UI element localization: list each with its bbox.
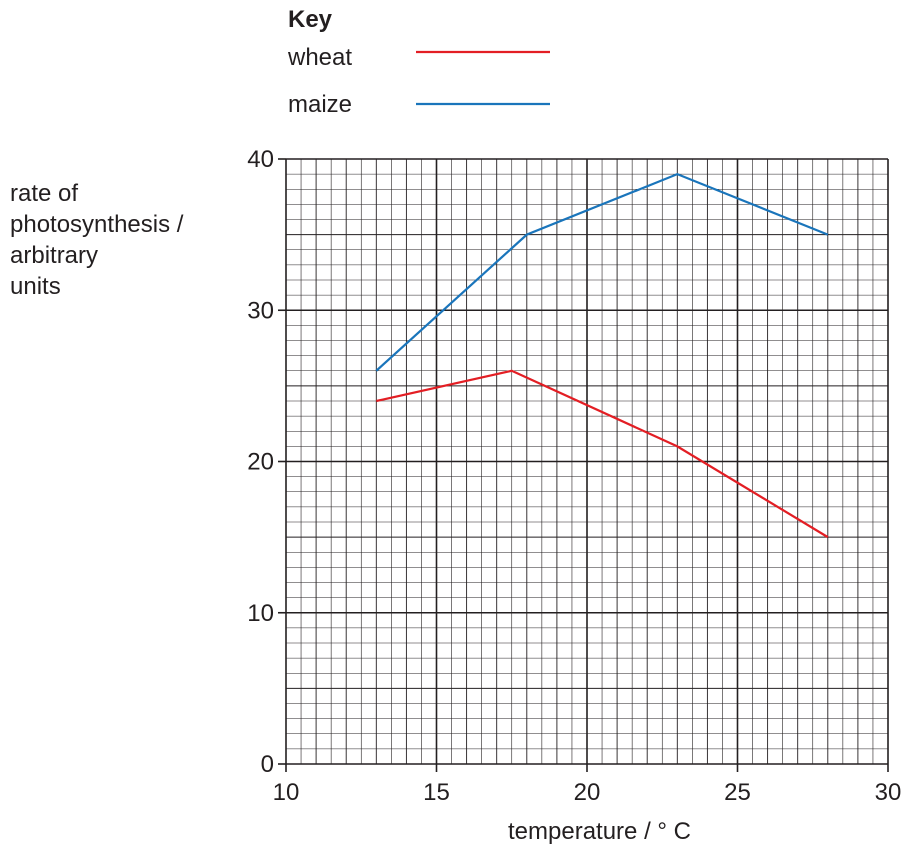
x-tick-label: 30 [875, 779, 902, 806]
legend-label-maize: maize [288, 91, 353, 118]
major-grid [285, 158, 889, 765]
legend-label-wheat: wheat [288, 44, 353, 71]
y-axis-label-line: rate of [10, 180, 79, 207]
series-line-wheat [376, 369, 829, 539]
x-tick-label: 15 [423, 779, 450, 806]
x-tick-label: 25 [724, 779, 751, 806]
y-axis-label-line: photosynthesis / [10, 211, 184, 238]
x-axis-label: temperature / ° C [508, 818, 691, 845]
y-tick-label: 30 [247, 297, 274, 324]
legend-swatches [416, 50, 550, 106]
series-line-maize [375, 172, 829, 372]
y-tick-label: 20 [247, 449, 274, 476]
y-tick-label: 0 [261, 751, 274, 778]
y-axis-label-line: arbitrary [10, 242, 99, 269]
y-axis-label: rate of photosynthesis / arbitrary units [10, 178, 183, 302]
axis-ticks [278, 158, 889, 772]
y-tick-label: 40 [247, 146, 274, 173]
series-lines [375, 172, 829, 539]
key-title: Key [288, 6, 333, 33]
y-tick-label: 10 [247, 600, 274, 627]
x-tick-label: 10 [273, 779, 300, 806]
y-axis-label-line: units [10, 273, 61, 300]
x-tick-label: 20 [574, 779, 601, 806]
